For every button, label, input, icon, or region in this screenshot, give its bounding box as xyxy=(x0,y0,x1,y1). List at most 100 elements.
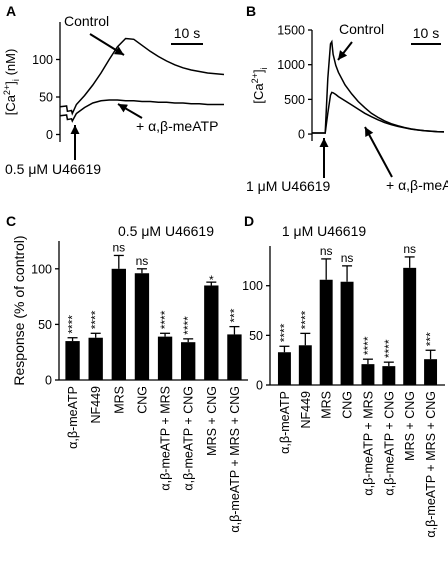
category-label: α,β-meATP + CNG xyxy=(182,386,196,491)
bar xyxy=(111,268,126,380)
y-axis-label-close: ] xyxy=(3,81,18,85)
y-axis-label-unit: (nM) xyxy=(3,49,18,79)
category-label: α,β-meATP + MRS xyxy=(361,391,375,496)
category-label: CNG xyxy=(341,391,355,419)
meatp-arrow-head xyxy=(365,127,374,138)
significance-label: **** xyxy=(382,339,396,358)
category-label: NF449 xyxy=(299,391,313,429)
significance-label: ns xyxy=(112,240,125,254)
significance-label: **** xyxy=(89,310,103,329)
series-line-meatp xyxy=(59,99,224,123)
significance-label: *** xyxy=(227,308,241,322)
stimulus-label: 0.5 μM U46619 xyxy=(5,161,101,177)
bar xyxy=(340,281,354,385)
category-label: α,β-meATP xyxy=(278,391,292,454)
y-tick-label: 50 xyxy=(39,91,53,105)
bar xyxy=(382,366,396,385)
category-label: α,β-meATP + MRS + CNG xyxy=(228,386,242,533)
stimulus-label: 1 μM U46619 xyxy=(246,178,331,194)
bar xyxy=(157,336,173,380)
y-axis-label-sub: i xyxy=(11,79,21,81)
significance-label: ns xyxy=(136,254,149,268)
y-tick-label: 100 xyxy=(31,262,52,276)
panel-a: A 0 50 100 [Ca2+]i (nM) 10 s Control + α,β-meAT… xyxy=(2,3,225,177)
bar xyxy=(181,342,196,380)
y-axis-label-main: [Ca xyxy=(251,83,266,104)
panel-label: C xyxy=(6,213,16,229)
y-tick-label: 0 xyxy=(45,374,52,388)
y-tick-label: 100 xyxy=(32,53,53,67)
y-axis-label: [Ca2+]i (nM) xyxy=(2,49,21,116)
chart-title: 0.5 μM U46619 xyxy=(118,223,214,239)
meatp-label: + α,β-meATP xyxy=(136,118,218,134)
stimulus-arrow-head xyxy=(319,138,329,147)
bar xyxy=(424,359,438,385)
bar xyxy=(361,364,375,385)
y-tick-label: 50 xyxy=(249,329,263,343)
scale-bar-label: 10 s xyxy=(413,25,439,41)
scale-bar-label: 10 s xyxy=(174,25,200,41)
y-axis-label: Response (% of control) xyxy=(11,235,27,385)
significance-label: **** xyxy=(181,316,195,335)
bar xyxy=(88,337,103,380)
y-tick-label: 1500 xyxy=(277,24,305,38)
category-label: NF449 xyxy=(89,386,103,424)
series-line-control xyxy=(59,37,225,116)
category-label: α,β-meATP + MRS + CNG xyxy=(424,391,438,538)
significance-label: **** xyxy=(277,323,291,342)
significance-label: ns xyxy=(341,251,354,265)
panel-c: C 0.5 μM U46619 0 50 100 Response (% of contr… xyxy=(6,213,248,533)
significance-label: ns xyxy=(320,244,333,258)
y-axis-label-main: [Ca xyxy=(3,94,18,115)
control-arrow-head xyxy=(338,50,348,60)
bar xyxy=(204,285,219,380)
y-axis-label: [Ca2+]i xyxy=(250,67,269,103)
significance-label: **** xyxy=(158,310,172,329)
meatp-label: + α,β-meATP xyxy=(386,177,448,193)
chart-title: 1 μM U46619 xyxy=(282,223,367,239)
bar xyxy=(277,352,291,385)
category-label: MRS xyxy=(112,386,126,414)
significance-label: * xyxy=(209,273,214,287)
bar xyxy=(227,334,242,380)
panel-label: B xyxy=(246,3,256,19)
bar xyxy=(298,345,312,385)
series-line-meatp xyxy=(312,91,445,134)
meatp-arrow-shaft xyxy=(364,126,393,178)
y-tick-label: 50 xyxy=(38,318,52,332)
category-label: α,β-meATP xyxy=(66,386,80,449)
bar xyxy=(65,341,80,380)
category-label: α,β-meATP + CNG xyxy=(382,391,396,496)
stimulus-arrow-head xyxy=(70,125,80,134)
category-label: MRS + CNG xyxy=(403,391,417,461)
bar xyxy=(134,273,150,380)
y-axis-label-sub: i xyxy=(259,67,269,69)
y-tick-label: 100 xyxy=(242,279,263,293)
category-label: α,β-meATP + MRS xyxy=(159,386,173,491)
significance-label: **** xyxy=(361,336,375,355)
category-label: MRS + CNG xyxy=(205,386,219,456)
panel-d: D 1 μM U46619 0 50 100 **** α,β-meATP **** NF449… xyxy=(242,213,445,538)
y-tick-label: 500 xyxy=(284,93,305,107)
bar xyxy=(403,267,417,385)
panel-label: D xyxy=(244,213,254,229)
y-tick-label: 0 xyxy=(298,128,305,142)
y-tick-label: 1000 xyxy=(277,58,305,72)
category-label: CNG xyxy=(135,386,149,414)
y-axis-label-close: ] xyxy=(251,69,266,73)
significance-label: **** xyxy=(66,315,80,334)
control-arrow-head xyxy=(113,46,124,55)
control-label: Control xyxy=(339,21,384,37)
bar xyxy=(319,279,333,385)
category-label: MRS xyxy=(320,391,334,419)
panel-label: A xyxy=(6,3,16,19)
y-tick-label: 0 xyxy=(256,379,263,393)
meatp-arrow-head xyxy=(118,104,129,113)
panel-b: B 0 500 1000 1500 [Ca2+]i 10 s Control + α,β-meA… xyxy=(246,3,448,194)
y-axis-label-sup: 2+ xyxy=(2,85,12,95)
significance-label: **** xyxy=(298,310,312,329)
control-label: Control xyxy=(64,13,109,29)
significance-label: ns xyxy=(403,242,416,256)
significance-label: *** xyxy=(424,332,438,346)
